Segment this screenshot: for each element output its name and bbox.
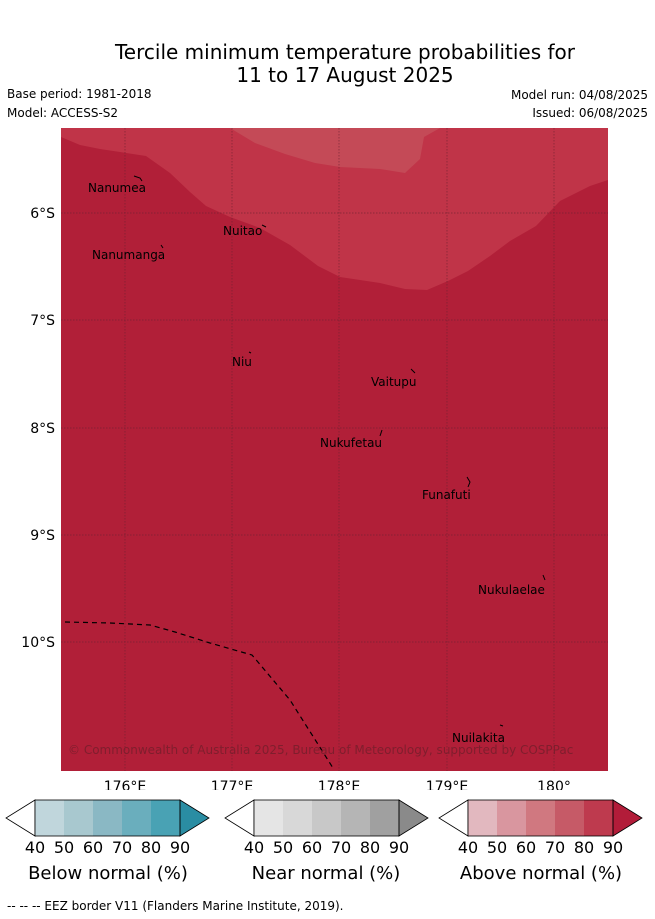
near-normal-tick: 80: [359, 838, 381, 857]
below-normal-bin-2: [64, 800, 93, 836]
near-normal-tick: 60: [301, 838, 323, 857]
below-normal-bin-3: [93, 800, 122, 836]
above-normal-tick: 80: [573, 838, 595, 857]
above-normal-bin-3: [526, 800, 555, 836]
lon-label-177e: 177°E: [211, 779, 254, 790]
eez-border: [64, 621, 334, 769]
lat-label-10s: 10°S: [21, 635, 55, 651]
lon-label-180: 180°: [537, 779, 571, 790]
island-nanumanga: Nanumanga: [92, 248, 165, 262]
below-normal-extend-high: [179, 799, 210, 837]
below-normal-bin-4: [122, 800, 151, 836]
near-normal-tick: 40: [243, 838, 265, 857]
below-normal-tick: 70: [111, 838, 133, 857]
below-normal-tick: 40: [24, 838, 46, 857]
below-normal-tick: 80: [140, 838, 162, 857]
near-normal-extend-low: [224, 799, 255, 837]
island-labels: Nanumea Nuitao Nanumanga Niu Vaitupu Nuk…: [88, 181, 545, 745]
colorbars: [5, 799, 643, 837]
above-normal-colorbar: [438, 799, 643, 837]
base-period: Base period: 1981-2018: [7, 87, 152, 101]
island-niu: Niu: [232, 355, 252, 369]
above-normal-tick: 90: [602, 838, 624, 857]
near-normal-label: Near normal (%): [251, 863, 401, 884]
above-normal-bin-2: [497, 800, 526, 836]
near-normal-outline: [253, 799, 400, 837]
above-normal-60-70-region: [230, 128, 440, 173]
above-normal-tick: 70: [544, 838, 566, 857]
island-nukulaelae: Nukulaelae: [478, 583, 545, 597]
above-normal-tick: 40: [457, 838, 479, 857]
above-normal-tick: 50: [486, 838, 508, 857]
below-normal-extend-low: [5, 799, 36, 837]
lon-label-178e: 178°E: [318, 779, 361, 790]
title-line-1: Tercile minimum temperature probabilitie…: [114, 40, 576, 64]
near-normal-bin-5: [370, 800, 399, 836]
above-normal-bin-1: [468, 800, 497, 836]
near-normal-tick: 50: [272, 838, 294, 857]
lat-label-7s: 7°S: [30, 313, 55, 329]
above-normal-tick: 60: [515, 838, 537, 857]
near-normal-bin-2: [283, 800, 312, 836]
lat-axis-labels: 6°S 7°S 8°S 9°S 10°S: [21, 206, 55, 651]
model-run: Model run: 04/08/2025: [510, 88, 648, 102]
near-normal-colorbar: [224, 799, 429, 837]
below-normal-tick: 60: [82, 838, 104, 857]
near-normal-bin-3: [312, 800, 341, 836]
below-normal-outline: [34, 799, 181, 837]
above-normal-70-80-region: [61, 128, 608, 290]
island-funafuti: Funafuti: [422, 488, 471, 502]
probability-map: Nanumea Nuitao Nanumanga Niu Vaitupu Nuk…: [21, 128, 608, 790]
lat-label-8s: 8°S: [30, 421, 55, 437]
eez-legend: -- -- -- EEZ border V11 (Flanders Marine…: [7, 899, 344, 913]
lat-label-9s: 9°S: [30, 528, 55, 544]
below-normal-colorbar: [5, 799, 210, 837]
island-vaitupu: Vaitupu: [371, 375, 417, 389]
below-normal-tick: 50: [53, 838, 75, 857]
above-normal-extend-low: [438, 799, 469, 837]
island-nuitao: Nuitao: [223, 224, 262, 238]
title-line-2: 11 to 17 August 2025: [236, 63, 454, 87]
lon-axis-labels: 176°E 177°E 178°E 179°E 180°: [104, 779, 571, 790]
island-outlines: [133, 175, 546, 727]
above-normal-outline: [467, 799, 614, 837]
above-normal-extend-high: [612, 799, 643, 837]
copyright-notice: © Commonwealth of Australia 2025, Bureau…: [68, 743, 573, 757]
above-normal-bin-5: [584, 800, 613, 836]
below-normal-tick: 90: [169, 838, 191, 857]
below-normal-bin-5: [151, 800, 180, 836]
below-normal-label: Below normal (%): [28, 863, 188, 884]
island-nukufetau: Nukufetau: [320, 436, 382, 450]
issued-date: Issued: 06/08/2025: [532, 106, 648, 120]
above-normal-bin-4: [555, 800, 584, 836]
model-name: Model: ACCESS-S2: [7, 106, 119, 120]
page-title: Tercile minimum temperature probabilitie…: [0, 41, 655, 87]
near-normal-tick: 90: [388, 838, 410, 857]
island-nuilakita: Nuilakita: [452, 731, 505, 745]
near-normal-bin-4: [341, 800, 370, 836]
near-normal-extend-high: [398, 799, 429, 837]
lat-label-6s: 6°S: [30, 206, 55, 222]
near-normal-tick: 70: [330, 838, 352, 857]
lon-label-179e: 179°E: [426, 779, 469, 790]
above-normal-label: Above normal (%): [459, 863, 623, 884]
below-normal-bin-1: [35, 800, 64, 836]
lon-label-176e: 176°E: [104, 779, 147, 790]
near-normal-bin-1: [254, 800, 283, 836]
island-nanumea: Nanumea: [88, 181, 146, 195]
grid-lines: [61, 128, 608, 771]
